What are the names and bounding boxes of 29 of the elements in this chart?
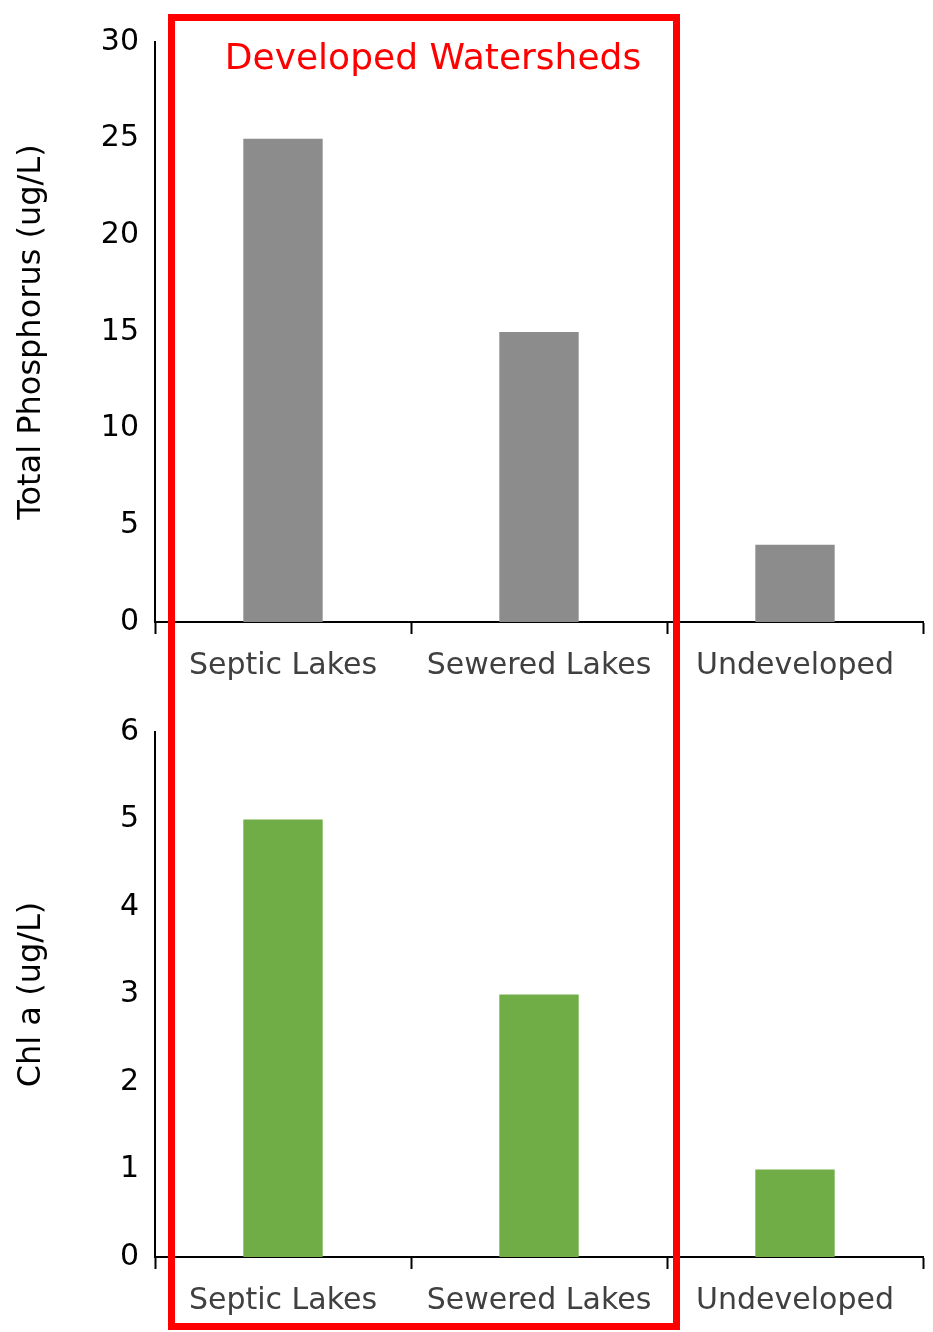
y-tick-label: 5 [119,799,139,835]
y-tick-label: 10 [100,408,139,444]
x-tick-label: Septic Lakes [188,1280,378,1316]
y-tick-label: 25 [100,118,139,154]
y-tick-label: 2 [119,1061,139,1097]
y-tick-label: 30 [100,21,139,57]
y-tick-label: 0 [119,1236,139,1272]
x-tick-label: Undeveloped [696,645,894,681]
bar [755,1169,835,1257]
y-tick-label: 0 [119,601,139,637]
y-tick-label: 20 [100,215,139,251]
annotation: Developed Watersheds [223,36,643,77]
y-axis-title: Total Phosphorus (ug/L) [9,144,48,521]
y-axis-title: Chl a (ug/L) [9,901,48,1088]
y-tick-label: 6 [119,711,139,747]
x-tick-label: Undeveloped [696,1280,894,1316]
x-tick-label: Septic Lakes [188,645,378,681]
bar [243,138,323,622]
bar [755,544,835,622]
y-tick-label: 3 [119,974,139,1010]
x-tick-label: Sewered Lakes [426,645,652,681]
y-tick-label: 1 [119,1149,139,1185]
y-tick-label: 5 [119,505,139,541]
bar [499,994,579,1257]
y-tick-label: 4 [119,886,139,922]
bar [243,819,323,1257]
x-tick-label: Sewered Lakes [426,1280,652,1316]
y-tick-label: 15 [100,311,139,347]
bar [499,332,579,622]
